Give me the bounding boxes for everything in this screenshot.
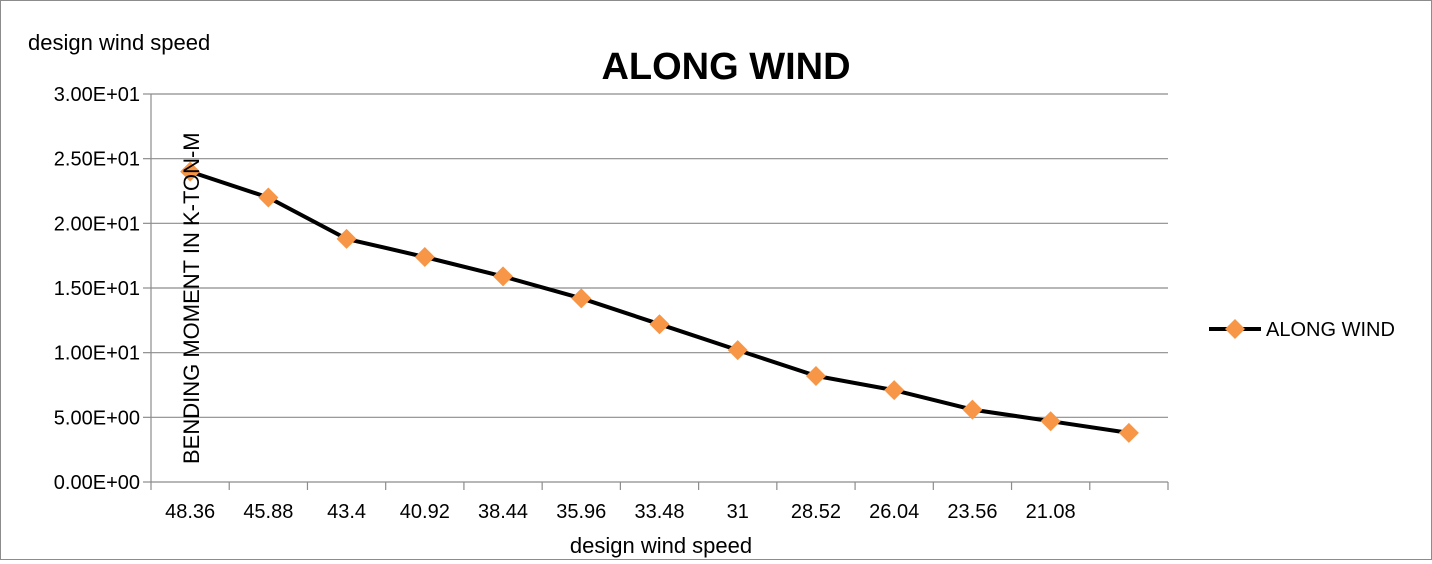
y-tick-label: 2.50E+01 [54, 149, 140, 171]
x-tick-label: 43.4 [327, 501, 366, 523]
x-tick-label: 26.04 [869, 501, 919, 523]
x-tick-label: 31 [727, 501, 749, 523]
data-point-marker [493, 266, 514, 287]
x-tick-label: 40.92 [400, 501, 450, 523]
data-point-marker [649, 314, 670, 335]
chart-title: ALONG WIND [601, 46, 850, 88]
data-point-marker [336, 228, 357, 249]
data-point-marker [180, 161, 201, 182]
data-point-marker [1118, 422, 1139, 443]
series-line [189, 169, 1130, 435]
x-tick-label: 45.88 [243, 501, 293, 523]
y-axis-corner-label: design wind speed [28, 30, 210, 55]
y-axis-label: BENDING MOMENT IN K-TON-M [179, 132, 204, 464]
x-tick-label: 23.56 [947, 501, 997, 523]
gridlines [151, 93, 1168, 418]
y-tick-label: 1.00E+01 [54, 343, 140, 365]
data-point-marker [884, 380, 905, 401]
y-tick-label: 1.50E+01 [54, 278, 140, 300]
x-tick-label: 38.44 [478, 501, 528, 523]
legend: ALONG WIND [1209, 319, 1395, 341]
series-along-wind [180, 161, 1139, 443]
data-point-marker [258, 187, 279, 208]
x-tick-label: 21.08 [1026, 501, 1076, 523]
data-point-marker [805, 365, 826, 386]
legend-label: ALONG WIND [1266, 319, 1395, 341]
x-tick-label: 28.52 [791, 501, 841, 523]
y-tick-label: 0.00E+00 [54, 472, 140, 494]
x-tick-label: 33.48 [634, 501, 684, 523]
data-point-marker [962, 399, 983, 420]
data-point-marker [414, 246, 435, 267]
legend-marker-swatch [1225, 319, 1245, 339]
data-point-marker [571, 288, 592, 309]
y-tick-label: 5.00E+00 [54, 407, 140, 429]
data-point-marker [1040, 411, 1061, 432]
x-axis-ticks: 48.36 45.88 43.4 40.92 38.44 35.96 33.48 31 28.5… [150, 482, 1169, 523]
y-tick-label: 2.00E+01 [54, 213, 140, 235]
y-tick-label: 3.00E+01 [54, 84, 140, 106]
data-point-marker [727, 340, 748, 361]
y-axis-ticks: 0.00E+00 5.00E+00 1.00E+01 1.50E+01 2.00E+01… [54, 84, 151, 494]
x-axis-label: design wind speed [570, 533, 752, 558]
x-tick-label: 48.36 [165, 501, 215, 523]
x-tick-label: 35.96 [556, 501, 606, 523]
